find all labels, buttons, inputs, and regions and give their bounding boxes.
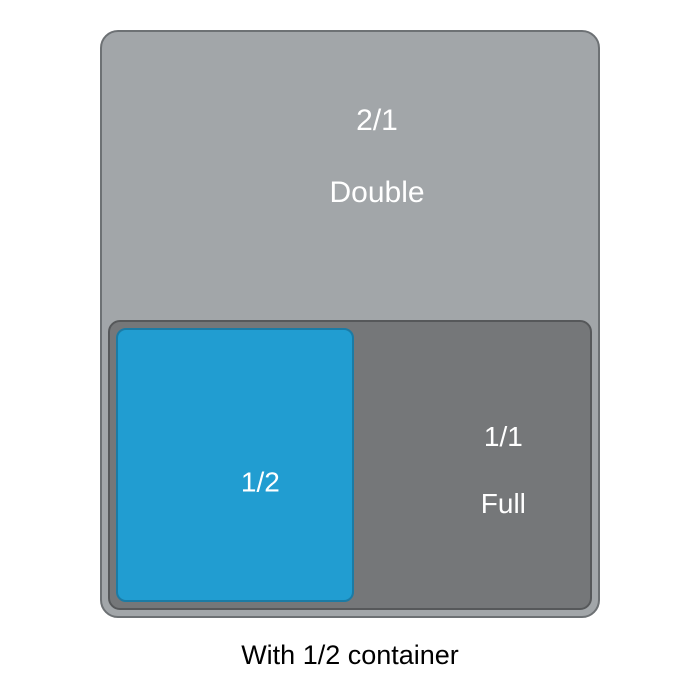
panel-double-label: 2/1 Double — [279, 67, 424, 247]
panel-full-label: 1/1 Full — [434, 386, 526, 554]
panel-double-name: Double — [329, 176, 424, 209]
panel-half: 1/2 — [116, 328, 354, 602]
panel-full-name: Full — [481, 488, 526, 519]
panel-full-ratio: 1/1 — [484, 421, 523, 452]
panel-half-ratio: 1/2 — [241, 466, 280, 497]
panel-double-ratio: 2/1 — [356, 104, 398, 137]
diagram-caption: With 1/2 container — [0, 640, 700, 671]
diagram-stage: 2/1 Double 1/1 Full 1/2 With 1/2 contain… — [0, 0, 700, 700]
panel-half-label: 1/2 — [194, 432, 280, 533]
